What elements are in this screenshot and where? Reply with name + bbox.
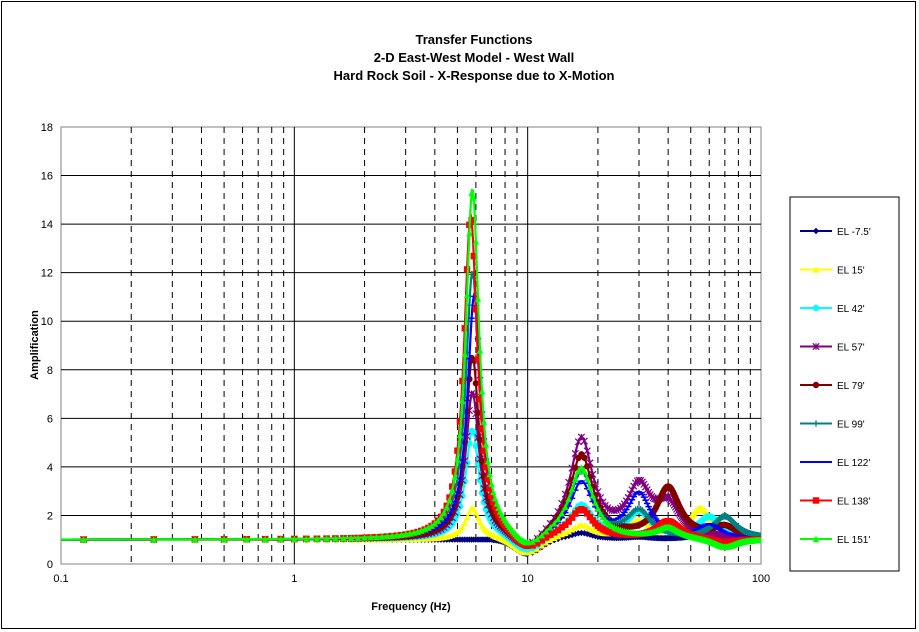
- x-tick-label: 100: [752, 573, 770, 585]
- x-tick-label: 0.1: [53, 573, 68, 585]
- y-tick-label: 18: [41, 122, 53, 134]
- data-point-marker: [813, 382, 819, 388]
- legend-label: EL 15': [837, 266, 865, 277]
- legend-label: EL 42': [837, 304, 865, 315]
- data-point-marker: [581, 455, 587, 461]
- chart-title-line-2: 2-D East-West Model - West Wall: [374, 50, 575, 65]
- legend-label: EL 122': [837, 458, 870, 469]
- chart-title-line-3: Hard Rock Soil - X-Response due to X-Mot…: [334, 68, 615, 83]
- legend-label: EL 99': [837, 420, 865, 431]
- data-point-marker: [471, 429, 477, 435]
- data-point-marker: [813, 305, 819, 311]
- x-tick-label: 1: [291, 573, 297, 585]
- legend-label: EL 57': [837, 343, 865, 354]
- y-tick-label: 4: [47, 462, 53, 474]
- y-tick-label: 6: [47, 413, 53, 425]
- legend-label: EL 151': [837, 535, 870, 546]
- data-point-marker: [813, 497, 819, 503]
- y-axis-label: Amplification: [29, 310, 41, 380]
- y-tick-labels: 0 2 4 6 8 10 12 14 16 18: [41, 122, 53, 571]
- legend-label: EL 138': [837, 497, 870, 508]
- y-tick-label: 12: [41, 268, 53, 280]
- y-tick-label: 16: [41, 171, 53, 183]
- data-point-marker: [584, 463, 590, 469]
- y-tick-label: 14: [41, 219, 53, 231]
- y-tick-label: 8: [47, 365, 53, 377]
- legend-label: EL 79': [837, 381, 865, 392]
- legend-label: EL -7.5': [837, 227, 871, 238]
- y-tick-label: 2: [47, 510, 53, 522]
- y-tick-label: 10: [41, 316, 53, 328]
- x-tick-labels: 0.1 1 10 100: [53, 573, 770, 585]
- chart-title-line-1: Transfer Functions: [415, 32, 532, 47]
- x-axis-label: Frequency (Hz): [371, 601, 451, 613]
- x-tick-label: 10: [522, 573, 534, 585]
- y-tick-label: 0: [47, 559, 53, 571]
